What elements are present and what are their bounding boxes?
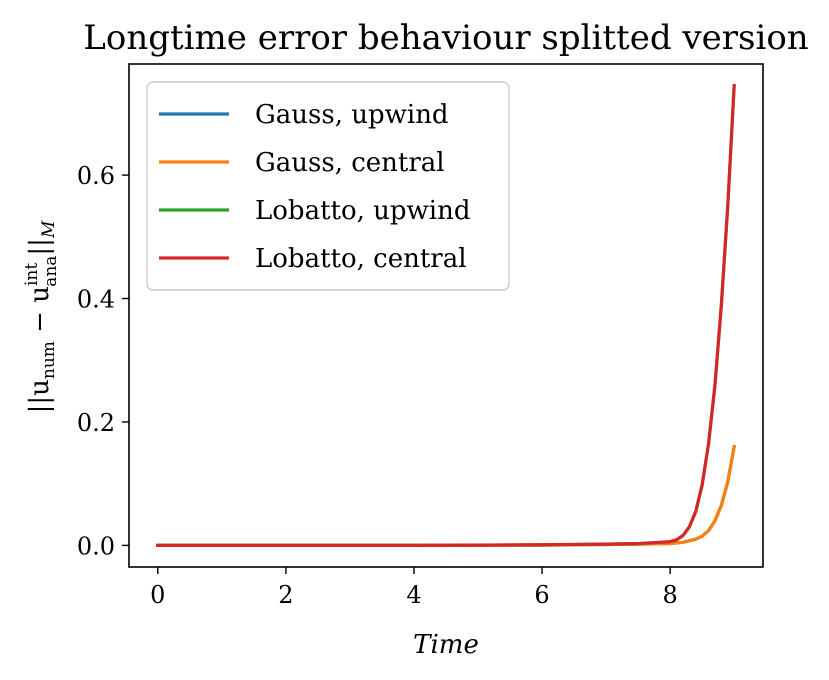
series-line-lobatto-central <box>156 83 736 548</box>
legend: Gauss, upwind Gauss, central Lobatto, upwi… <box>146 81 510 291</box>
y-label-minus: − u <box>25 286 55 341</box>
legend-box <box>146 81 510 291</box>
y-tick-label: 0.6 <box>77 162 115 190</box>
chart-title: Longtime error behaviour splitted versio… <box>83 18 808 58</box>
y-label-close: || <box>25 238 55 256</box>
x-axis-label: Time <box>413 630 479 660</box>
y-label-M-sub: M <box>39 220 59 239</box>
plot-lines <box>156 83 737 548</box>
y-label-open: ||u <box>25 379 55 413</box>
y-tick-label: 0.0 <box>77 532 115 560</box>
legend-entry-label: Gauss, central <box>255 148 445 178</box>
series-line-gauss-upwind <box>156 444 737 548</box>
x-tick-label: 0 <box>150 581 165 609</box>
y-label-int-sup: int <box>22 263 42 286</box>
y-tick-label: 0.2 <box>77 409 115 437</box>
y-axis-label-group: ||unum − uintana||M <box>22 220 61 413</box>
legend-entry-label: Lobatto, central <box>255 244 467 274</box>
x-axis-ticks: 0 2 4 6 8 <box>150 567 678 609</box>
x-tick-label: 4 <box>406 581 421 609</box>
legend-entry-label: Gauss, upwind <box>255 100 449 130</box>
x-tick-label: 2 <box>278 581 293 609</box>
series-line-gauss-central <box>156 444 737 548</box>
y-label-num-sub: num <box>39 341 59 379</box>
plot-frame <box>128 63 764 568</box>
x-tick-label: 8 <box>663 581 678 609</box>
y-tick-label: 0.4 <box>77 286 115 314</box>
x-tick-label: 6 <box>534 581 549 609</box>
y-label-ana-sub: ana <box>41 256 61 287</box>
y-axis-label: ||unum − uintana||M <box>22 220 61 413</box>
y-axis-ticks: 0.0 0.2 0.4 0.6 <box>77 162 129 560</box>
legend-entry-label: Lobatto, upwind <box>255 196 471 226</box>
